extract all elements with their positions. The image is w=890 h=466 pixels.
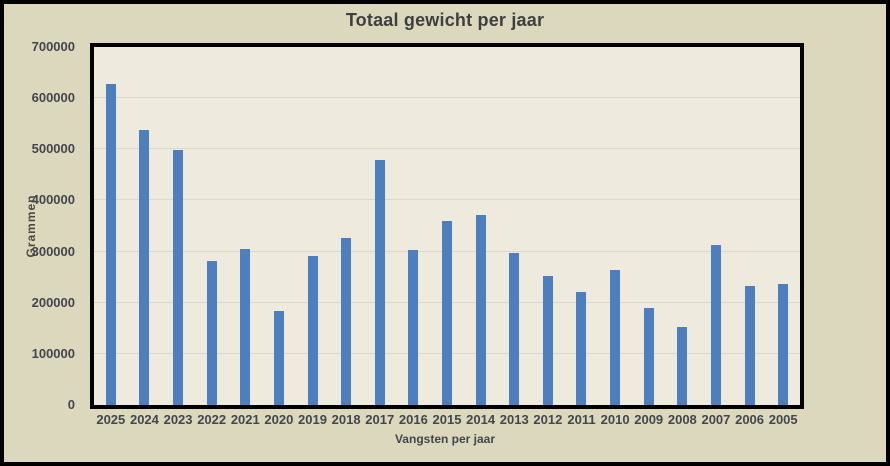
bar-2020	[273, 311, 284, 405]
bar-2008	[677, 326, 688, 405]
bar-2018	[341, 237, 352, 405]
x-tick-label-2020: 2020	[264, 412, 294, 427]
x-tick-label-2022: 2022	[197, 412, 227, 427]
bar-2013	[509, 252, 520, 405]
bar-2022	[206, 260, 217, 405]
plot-area	[90, 43, 804, 409]
gridline	[94, 97, 800, 99]
bar-2010	[610, 269, 621, 405]
x-tick-label-2025: 2025	[96, 412, 126, 427]
x-axis: 2025 2024 2023 2022 2021 2020 2019 2018 2017 2016…	[94, 412, 800, 430]
gridline	[94, 148, 800, 150]
y-tick-label-200000: 200000	[31, 294, 75, 310]
x-tick-label-2024: 2024	[129, 412, 159, 427]
bar-2012	[542, 275, 553, 405]
x-tick-label-2014: 2014	[466, 412, 496, 427]
x-tick-label-2018: 2018	[331, 412, 361, 427]
x-tick-label-2013: 2013	[499, 412, 529, 427]
bar-2019	[307, 256, 318, 405]
x-tick-label-2016: 2016	[398, 412, 428, 427]
x-tick-label-2019: 2019	[298, 412, 327, 427]
x-axis-title: Vangsten per jaar	[394, 432, 496, 446]
x-tick-label-2007: 2007	[701, 412, 731, 427]
x-tick-label-2017: 2017	[365, 412, 395, 427]
bar-2025	[105, 84, 116, 405]
bar-2024	[139, 130, 150, 405]
bar-2015	[442, 221, 452, 405]
y-axis: 0 100000 200000 300000 400000 500000 600000 700…	[4, 39, 84, 412]
bar-2023	[173, 150, 184, 405]
x-tick-label-2005: 2005	[768, 412, 798, 427]
x-tick-label-2011: 2011	[567, 412, 596, 427]
x-tick-label-2008: 2008	[667, 412, 697, 427]
gridline	[94, 199, 800, 201]
x-tick-label-2012: 2012	[533, 412, 563, 427]
bar-2006	[744, 286, 755, 405]
bar-2016	[408, 250, 419, 405]
x-tick-label-2006: 2006	[735, 412, 765, 427]
y-tick-label-100000: 100000	[31, 345, 75, 361]
x-tick-label-2023: 2023	[163, 412, 193, 427]
y-tick-label-500000: 500000	[31, 141, 75, 157]
bar-2005	[778, 283, 789, 405]
x-tick-label-2010: 2010	[600, 412, 630, 427]
y-tick-label-700000: 700000	[31, 39, 75, 54]
chart-title: Totaal gewicht per jaar	[345, 10, 545, 30]
y-tick-label-0: 0	[67, 397, 75, 412]
x-tick-label-2009: 2009	[634, 412, 664, 427]
bar-2011	[576, 291, 587, 405]
y-tick-label-400000: 400000	[31, 192, 75, 208]
bar-2017	[374, 159, 385, 405]
bar-2014	[475, 214, 486, 405]
x-tick-label-2021: 2021	[230, 412, 260, 427]
bar-2007	[710, 244, 721, 405]
y-tick-label-600000: 600000	[31, 90, 75, 106]
y-tick-label-300000: 300000	[31, 243, 75, 259]
x-tick-label-2015: 2015	[432, 412, 462, 427]
bar-2009	[643, 307, 654, 405]
bar-2021	[240, 248, 251, 405]
